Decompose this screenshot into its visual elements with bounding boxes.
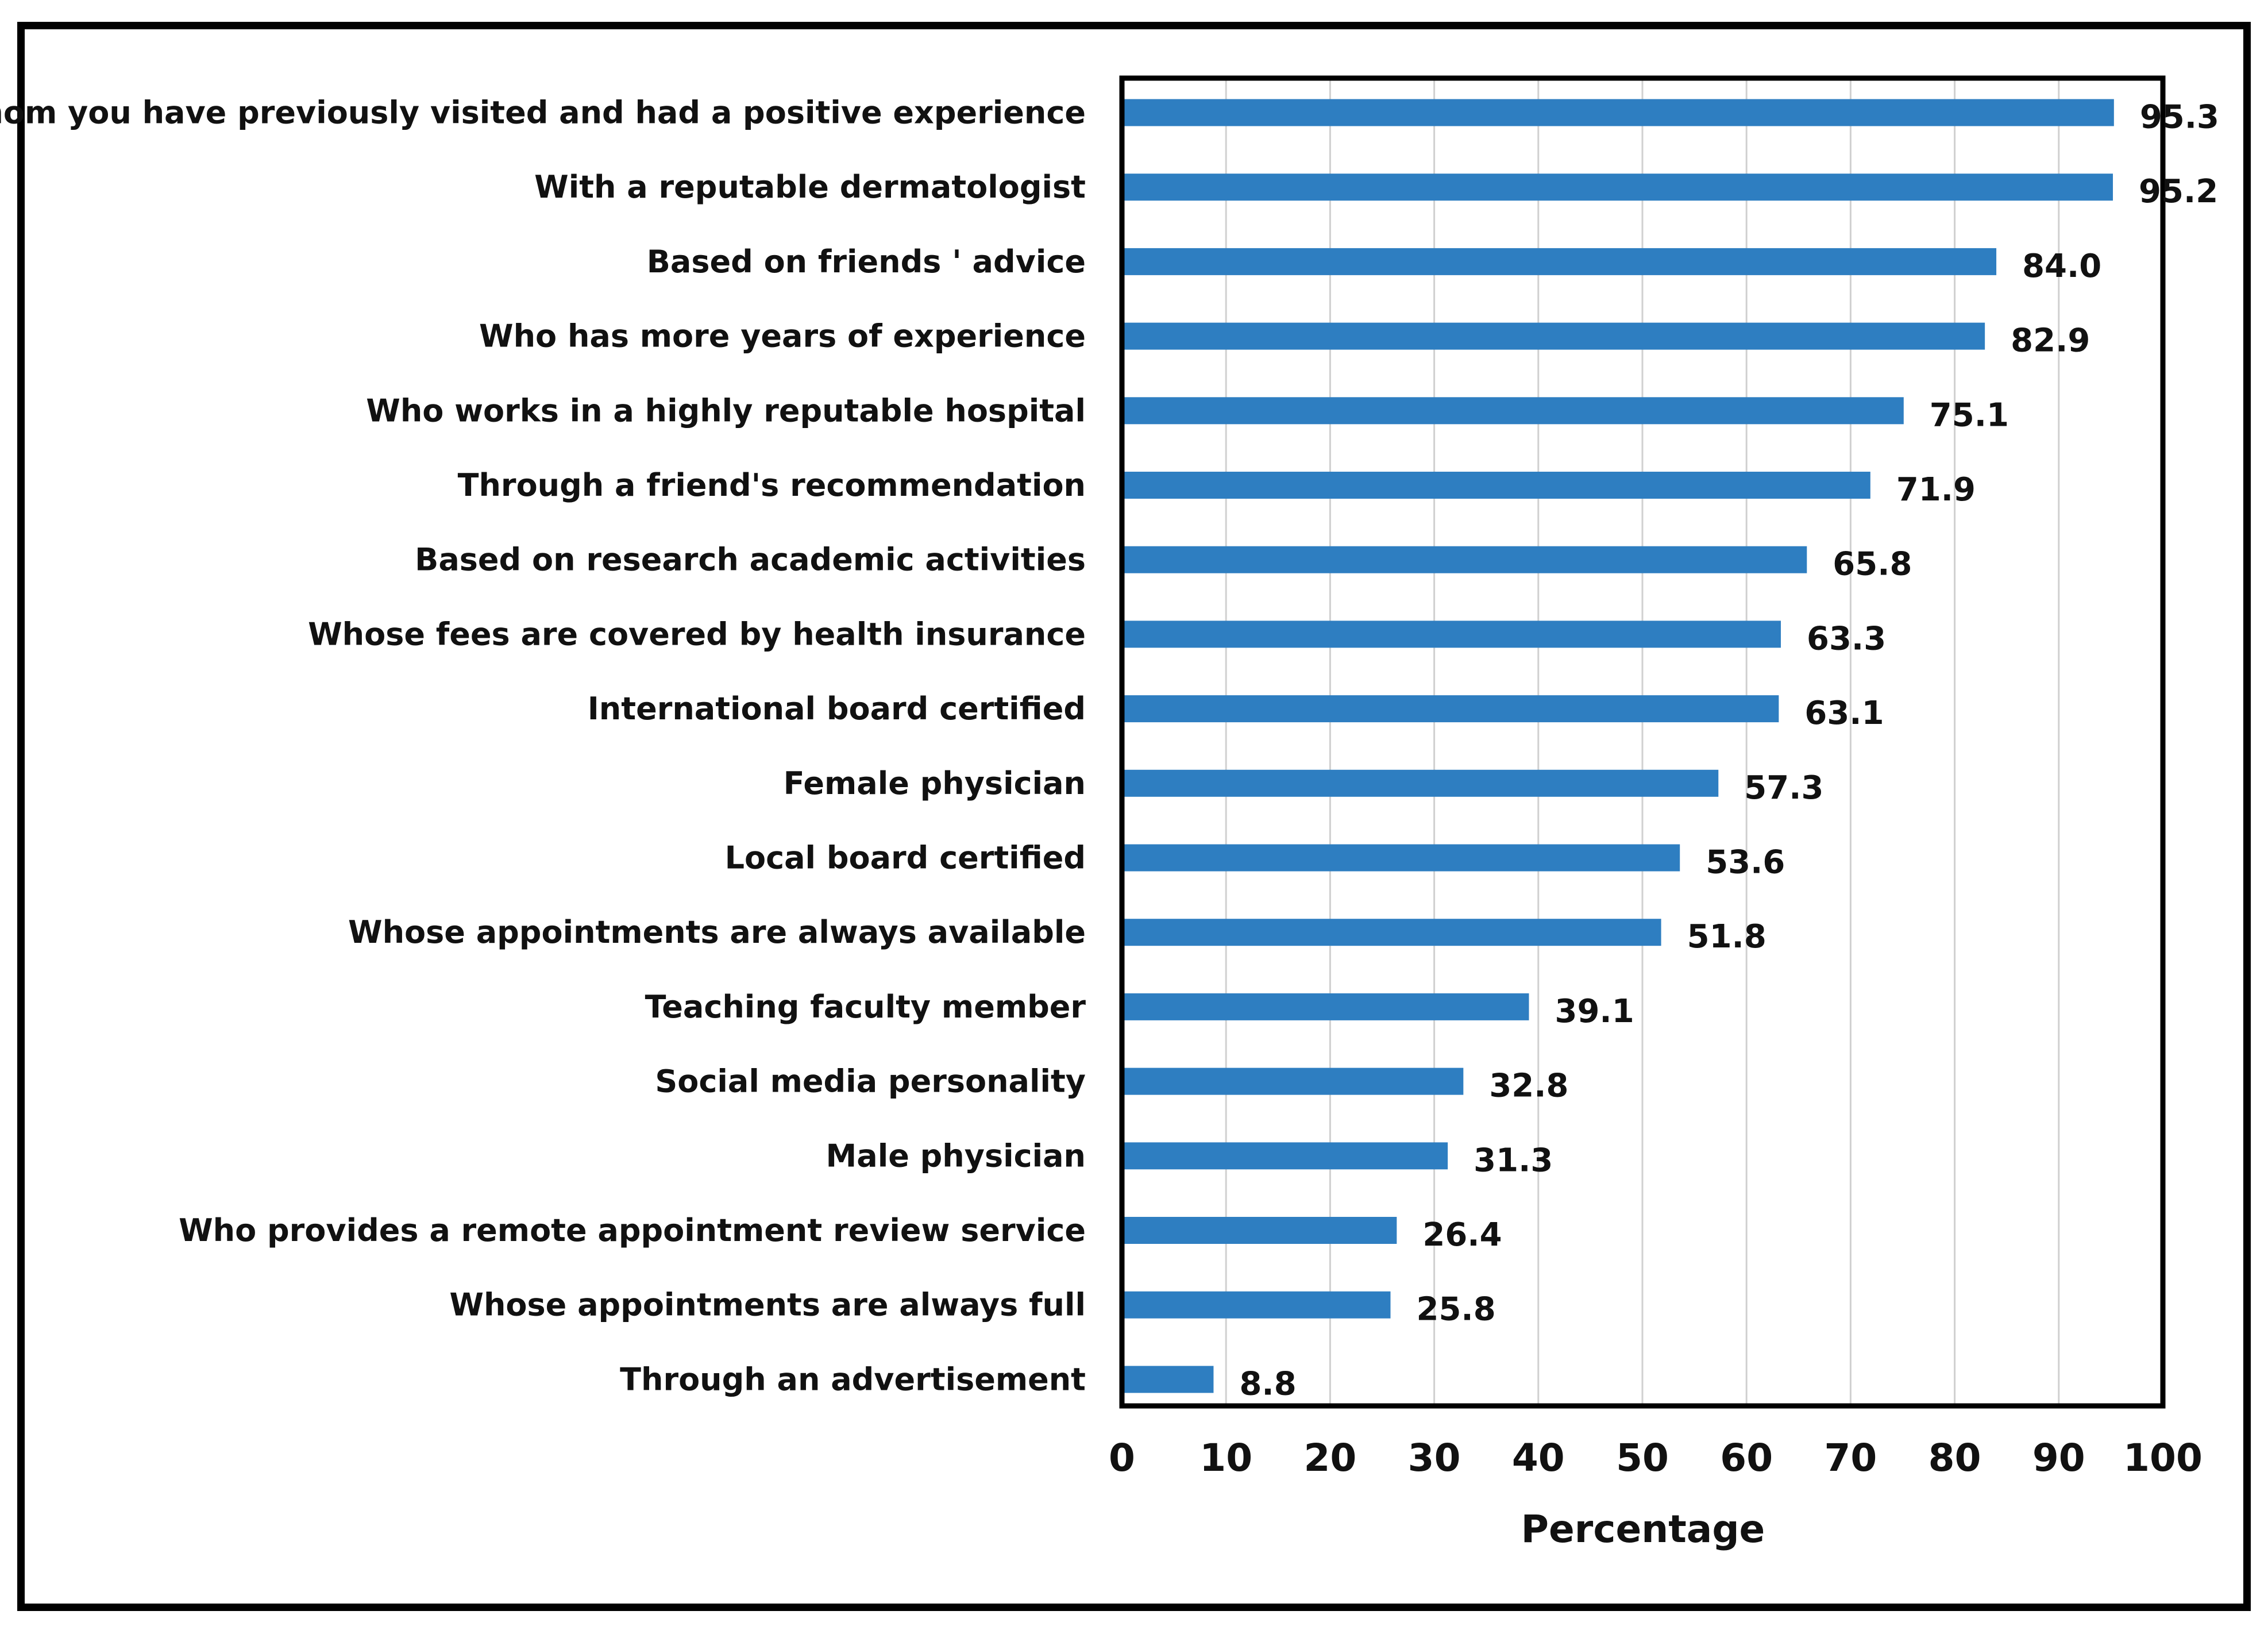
value-label: 53.6 [1706, 844, 1785, 881]
bar [1124, 919, 1661, 946]
category-label: Based on research academic activities [415, 542, 1086, 578]
bar [1124, 769, 1719, 797]
plot-area-border [1119, 75, 2166, 1409]
bar [1124, 621, 1781, 648]
value-label: 63.1 [1804, 695, 1884, 732]
category-label: Through an advertisement [620, 1361, 1086, 1397]
gridlines [1225, 80, 2060, 1404]
value-labels: 95.3 95.2 84.0 82.975.1 71.9 65.8 63.3 63.1 57.3… [1239, 99, 2219, 1403]
bar [1124, 844, 1680, 872]
value-label: 51.8 [1687, 918, 1766, 955]
figure-frame [17, 22, 2251, 1611]
x-axis-ticks: 0 10 20 30 40 50 60 70 80 90 100 [1109, 1436, 2203, 1480]
bar [1124, 546, 1807, 573]
value-label: 65.8 [1833, 546, 1912, 583]
bar [1124, 322, 1985, 350]
category-label: Who has more years of experience [479, 318, 1086, 354]
bar [1124, 993, 1529, 1020]
x-tick-label: 40 [1512, 1436, 1565, 1480]
category-label: International board certified [588, 691, 1086, 727]
value-label: 32.8 [1489, 1068, 1568, 1105]
bar [1124, 174, 2113, 201]
bar [1124, 1068, 1464, 1095]
bars [1124, 99, 2114, 1393]
category-label: Teaching faculty member [645, 989, 1086, 1025]
x-tick-label: 80 [1928, 1436, 1981, 1480]
bar [1124, 1291, 1391, 1319]
value-label: 57.3 [1744, 769, 1823, 807]
value-label: 75.1 [1930, 396, 2009, 434]
bar [1124, 472, 1870, 499]
category-label: With a reputable dermatologist [534, 169, 1086, 205]
value-label: 8.8 [1239, 1365, 1296, 1402]
x-tick-label: 0 [1109, 1436, 1135, 1480]
value-label: 84.0 [2022, 248, 2101, 285]
value-label: 95.3 [2140, 99, 2219, 136]
value-label: 31.3 [1474, 1142, 1553, 1179]
value-label: 82.9 [2011, 322, 2090, 360]
value-label: 39.1 [1555, 993, 1634, 1030]
value-label: 25.8 [1416, 1291, 1495, 1328]
bar [1124, 695, 1779, 723]
x-tick-label: 70 [1824, 1436, 1877, 1480]
bar [1124, 1217, 1397, 1244]
x-tick-label: 50 [1616, 1436, 1669, 1480]
x-tick-label: 90 [2032, 1436, 2085, 1480]
x-tick-label: 30 [1408, 1436, 1461, 1480]
category-label: Social media personality [655, 1063, 1086, 1100]
category-label: Who works in a highly reputable hospital [366, 392, 1086, 429]
bar [1124, 1142, 1448, 1170]
value-label: 26.4 [1422, 1216, 1502, 1254]
category-label: Female physician [784, 765, 1086, 801]
bar [1124, 1366, 1214, 1393]
value-label: 71.9 [1896, 471, 1976, 508]
x-tick-label: 100 [2123, 1436, 2203, 1480]
value-label: 63.3 [1807, 620, 1886, 657]
category-label: Through a friend's recommendation [458, 467, 1086, 503]
bar [1124, 248, 1997, 275]
category-labels: Whom you have previously visited and had… [0, 95, 1086, 1398]
category-label: Whose appointments are always available [348, 914, 1086, 950]
x-tick-label: 60 [1720, 1436, 1773, 1480]
bar [1124, 99, 2114, 126]
category-label: Whose fees are covered by health insuran… [308, 616, 1086, 652]
x-axis-title: Percentage [1521, 1507, 1765, 1551]
category-label: Based on friends ' advice [647, 244, 1086, 280]
category-label: Local board certified [725, 840, 1086, 876]
category-label: Whom you have previously visited and had… [0, 95, 1086, 131]
category-label: Male physician [826, 1138, 1086, 1174]
x-tick-label: 10 [1199, 1436, 1252, 1480]
x-tick-label: 20 [1303, 1436, 1356, 1480]
category-label: Whose appointments are always full [449, 1287, 1086, 1323]
value-label: 95.2 [2139, 173, 2218, 210]
bar [1124, 397, 1904, 425]
category-label: Who provides a remote appointment review… [179, 1212, 1086, 1248]
